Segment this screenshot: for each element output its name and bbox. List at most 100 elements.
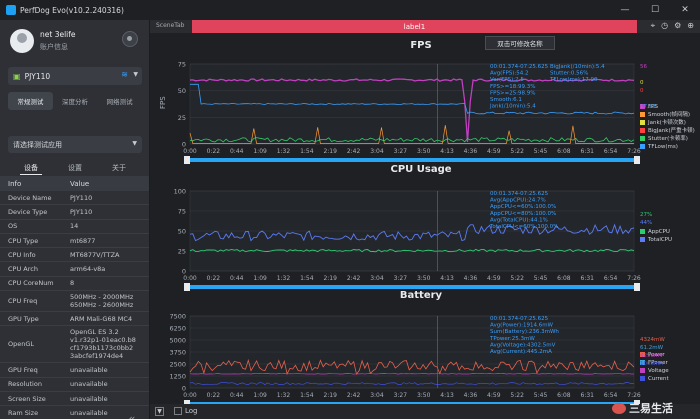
collapse-panel-icon[interactable]: « [128, 412, 136, 419]
stats-text: FPS>=18:99.3% [490, 84, 536, 90]
device-selector[interactable]: ▣ PJY110 ≋ ▼ [8, 67, 142, 85]
legend-label: FPower [648, 360, 669, 366]
legend-swatch[interactable] [640, 360, 645, 365]
time-range-slider[interactable] [186, 158, 638, 162]
legend-swatch[interactable] [640, 237, 645, 242]
x-tick-label: 0:00 [183, 148, 197, 155]
x-tick-label: 4:36 [464, 275, 478, 282]
info-key: CPU CoreNum [8, 279, 54, 288]
slider-handle-left[interactable] [184, 156, 190, 164]
app-cpu-series-line [189, 248, 635, 253]
x-tick-label: 6:08 [557, 148, 571, 155]
minimize-button[interactable]: — [620, 5, 630, 15]
x-tick-label: 1:54 [300, 275, 314, 282]
stats-text: Avg(AppCPU):24.7% [490, 198, 546, 204]
expand-icon[interactable]: ▼ [155, 407, 164, 416]
y-tick-label: 100 [174, 188, 186, 196]
info-value: unavailable [70, 366, 108, 375]
legend-swatch[interactable] [640, 128, 645, 133]
time-range-slider[interactable] [186, 285, 638, 289]
x-tick-label: 5:22 [510, 275, 524, 282]
x-tick-label: 3:50 [417, 275, 431, 282]
time-range-slider[interactable] [186, 402, 638, 404]
info-key: OS [8, 222, 18, 231]
scene-tab-label[interactable]: SceneTab [156, 22, 185, 29]
title-bar: PerfDog Evo(v10.2.240316) — ☐ ✕ [0, 0, 700, 20]
weibo-icon [612, 402, 626, 414]
info-value: MT6877V/TTZA [70, 250, 120, 259]
legend-label: TFLow(ms) [647, 144, 678, 150]
app-select-placeholder: 请选择测试应用 [13, 140, 62, 149]
x-tick-label: 0:00 [183, 392, 197, 399]
info-value: unavailable [70, 394, 108, 403]
x-tick-label: 7:26 [627, 148, 641, 155]
maximize-button[interactable]: ☐ [650, 5, 660, 15]
x-tick-label: 7:26 [627, 392, 641, 399]
y-tick-label: 75 [178, 61, 186, 69]
y-tick-label: 6250 [169, 325, 186, 333]
x-tick-label: 0:00 [183, 275, 197, 282]
legend-label: AppCPU [648, 229, 670, 235]
close-button[interactable]: ✕ [681, 5, 689, 15]
x-tick-label: 5:45 [534, 275, 548, 282]
clock-icon[interactable]: ◷ [661, 21, 669, 30]
y-tick-label: 25 [178, 248, 186, 256]
info-key: CPU Arch [8, 265, 38, 274]
legend-swatch[interactable] [640, 368, 645, 373]
log-checkbox[interactable] [174, 407, 182, 415]
location-icon[interactable]: ⌖ [650, 21, 656, 30]
x-tick-label: 2:19 [323, 148, 337, 155]
tab-network-test[interactable]: 网络测试 [106, 98, 133, 106]
slider-handle-right[interactable] [634, 283, 640, 291]
legend-swatch[interactable] [640, 376, 645, 381]
avatar[interactable] [10, 29, 34, 53]
info-row: CPU Arch arm64-v8a [0, 262, 149, 277]
tab-normal-test[interactable]: 常规测试 [8, 92, 53, 110]
tab-about[interactable]: 关于 [112, 164, 126, 172]
chevron-down-icon: ▼ [133, 71, 138, 78]
account-info-link[interactable]: 账户信息 [40, 43, 68, 51]
add-icon[interactable]: ⊕ [687, 21, 694, 30]
legend-value: 1006mA [640, 361, 663, 367]
stats-text: Avg(Power):1914.6mW [490, 323, 554, 329]
tab-settings[interactable]: 设置 [68, 164, 82, 172]
slider-handle-left[interactable] [184, 283, 190, 291]
x-tick-label: 3:04 [370, 392, 384, 399]
x-tick-label: 1:09 [253, 275, 267, 282]
legend-swatch[interactable] [640, 352, 645, 357]
x-tick-label: 3:04 [370, 148, 384, 155]
info-row: GPU Freq unavailable [0, 363, 149, 378]
legend-swatch[interactable] [640, 112, 645, 117]
slider-handle-right[interactable] [634, 156, 640, 164]
legend-swatch[interactable] [640, 136, 645, 141]
power-series-line [189, 358, 635, 376]
legend-swatch[interactable] [640, 104, 645, 109]
info-key: Device Name [8, 193, 52, 202]
info-key: GPU Type [8, 314, 39, 323]
x-tick-label: 6:08 [557, 392, 571, 399]
stats-text: Avg(FPS):54.2 [490, 71, 529, 77]
x-tick-label: 0:44 [230, 148, 244, 155]
y-tick-label: 0 [182, 141, 186, 149]
app-select[interactable]: 请选择测试应用 ▼ [8, 136, 142, 153]
wifi-icon: ≋ [121, 70, 128, 79]
scene-label[interactable]: label1 [192, 20, 637, 33]
chevron-down-icon: ▼ [132, 140, 137, 147]
info-header-key: Info [8, 179, 22, 188]
info-key: Ram Size [8, 408, 39, 417]
legend-swatch[interactable] [640, 144, 645, 149]
info-value: unavailable [70, 380, 108, 389]
settings-icon[interactable]: ⚙ [674, 21, 682, 30]
info-row: CPU Info MT6877V/TTZA [0, 248, 149, 263]
info-row: Screen Size unavailable [0, 392, 149, 407]
slider-handle-right[interactable] [634, 400, 640, 404]
slider-handle-left[interactable] [184, 400, 190, 404]
tab-device[interactable]: 设备 [20, 163, 42, 175]
stats-text: Var(FPS):2.5 [490, 77, 524, 83]
record-button[interactable] [122, 31, 138, 47]
legend-swatch[interactable] [640, 120, 645, 125]
stats-text: 00:01.374-07:25.625 [490, 64, 549, 70]
tab-deep-analysis[interactable]: 深度分析 [62, 98, 88, 106]
legend-swatch[interactable] [640, 229, 645, 234]
info-row: CPU Freq 500MHz - 2000MHz 650MHz - 2600MH… [0, 291, 149, 313]
